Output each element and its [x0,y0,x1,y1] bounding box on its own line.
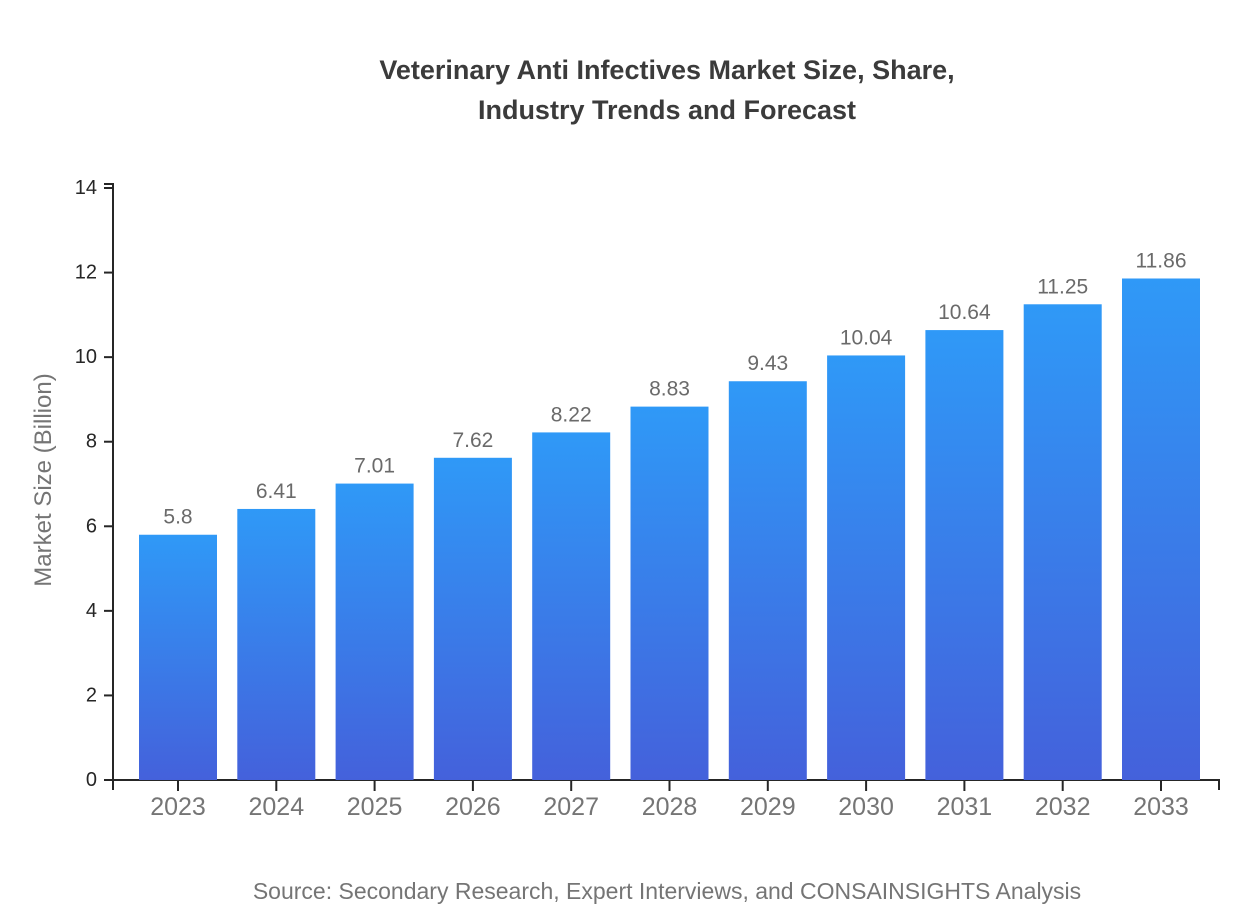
bar-2027 [532,432,611,780]
bar-value-label-2028: 8.83 [649,378,690,401]
bar-value-label-2023: 5.8 [163,506,192,529]
x-tick-label-2025: 2025 [347,793,403,821]
y-tick-label: 6 [86,515,97,537]
bar-value-label-2025: 7.01 [354,455,395,478]
bar-value-label-2024: 6.41 [256,480,297,503]
bar-value-label-2033: 11.86 [1136,249,1187,272]
x-tick-label-2033: 2033 [1133,793,1189,821]
x-tick-label-2030: 2030 [838,793,894,821]
bar-2033 [1122,278,1200,780]
bar-2032 [1023,304,1102,780]
x-tick-label-2024: 2024 [248,793,304,821]
bar-2025 [335,483,414,780]
x-tick-label-2027: 2027 [543,793,599,821]
y-tick-label: 4 [86,600,97,622]
bar-value-label-2027: 8.22 [551,403,592,426]
bar-value-label-2030: 10.04 [840,326,893,349]
y-tick-label: 0 [86,769,97,791]
bar-value-label-2032: 11.25 [1037,275,1088,298]
bar-2030 [827,355,906,780]
y-tick-label: 2 [86,684,97,706]
bar-value-label-2031: 10.64 [938,301,991,324]
y-tick-label: 14 [75,177,97,199]
x-tick-label-2029: 2029 [740,793,796,821]
x-tick-label-2026: 2026 [445,793,501,821]
x-tick-label-2032: 2032 [1035,793,1091,821]
bar-2029 [728,381,807,780]
bar-2024 [237,508,316,780]
bar-value-label-2029: 9.43 [747,352,788,375]
bar-2026 [433,457,512,780]
x-tick-label-2028: 2028 [642,793,698,821]
y-tick-label: 10 [75,346,97,368]
bar-2031 [925,330,1004,780]
y-tick-label: 8 [86,431,97,453]
y-tick-label: 12 [75,262,97,284]
x-tick-label-2023: 2023 [150,793,206,821]
bar-2023 [139,534,217,780]
bar-2028 [630,406,709,780]
bar-value-label-2026: 7.62 [452,429,493,452]
x-tick-label-2031: 2031 [937,793,993,821]
source-note: Source: Secondary Research, Expert Inter… [252,878,1082,904]
chart-title: Veterinary Anti Infectives Market Size, … [379,55,955,125]
